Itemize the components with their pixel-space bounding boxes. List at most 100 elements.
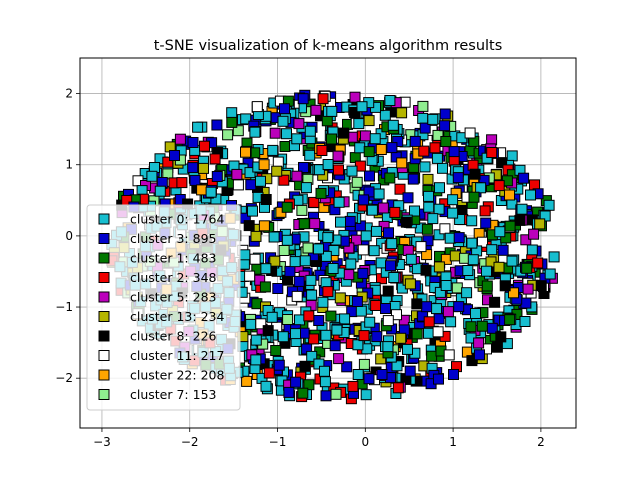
legend-marker — [98, 330, 110, 342]
data-point — [327, 263, 339, 274]
data-point — [308, 196, 320, 208]
data-point — [325, 310, 337, 322]
data-point — [330, 388, 342, 400]
data-point — [358, 358, 370, 370]
data-point — [383, 227, 394, 239]
data-point — [391, 360, 403, 372]
data-point — [466, 355, 478, 367]
data-point — [297, 387, 309, 399]
data-point — [270, 345, 282, 356]
data-point — [504, 189, 515, 201]
legend-marker — [98, 272, 110, 283]
data-point — [443, 349, 455, 361]
data-point — [282, 314, 294, 325]
x-tick-label: −2 — [181, 435, 199, 449]
data-point — [334, 292, 346, 304]
data-point — [322, 232, 334, 244]
data-point — [477, 236, 488, 248]
data-point — [376, 369, 388, 380]
legend-label: cluster 5: 283 — [130, 290, 216, 305]
data-point — [300, 182, 312, 194]
data-point — [353, 118, 365, 130]
data-point — [434, 182, 445, 194]
data-point — [251, 101, 263, 113]
data-point — [320, 390, 332, 402]
data-point — [315, 187, 327, 199]
data-point — [407, 173, 419, 185]
data-point — [174, 133, 186, 145]
data-point — [263, 367, 275, 379]
data-point — [423, 327, 434, 339]
data-point — [506, 150, 518, 162]
data-point — [371, 225, 382, 237]
data-point — [231, 168, 243, 180]
data-point — [476, 320, 488, 332]
data-point — [241, 375, 253, 387]
data-point — [299, 360, 311, 372]
data-point — [400, 216, 412, 228]
data-point — [369, 133, 381, 145]
data-point — [366, 204, 378, 216]
data-point — [433, 229, 445, 241]
data-point — [519, 316, 531, 327]
data-point — [426, 350, 438, 362]
data-point — [154, 185, 166, 197]
y-tick-label: 2 — [65, 87, 73, 101]
data-point — [494, 226, 506, 238]
legend-label: cluster 22: 208 — [130, 368, 224, 383]
data-point — [232, 125, 244, 137]
data-point — [373, 188, 385, 200]
data-point — [244, 167, 256, 179]
data-point — [386, 238, 398, 250]
data-point — [433, 373, 444, 385]
legend: cluster 0: 1764 cluster 3: 895 cluster 1: … — [86, 204, 241, 411]
data-point — [363, 115, 375, 127]
data-point — [465, 321, 477, 333]
data-point — [453, 301, 465, 313]
data-point — [357, 267, 369, 279]
data-point — [466, 215, 478, 227]
data-point — [273, 359, 285, 371]
data-point — [271, 165, 283, 177]
data-point — [329, 340, 341, 352]
data-point — [272, 283, 284, 294]
data-point — [486, 134, 498, 146]
data-point — [304, 149, 316, 161]
data-point — [310, 104, 322, 116]
data-point — [278, 245, 290, 256]
data-point — [481, 265, 492, 277]
data-point — [260, 194, 272, 205]
data-point — [338, 127, 350, 139]
data-point — [363, 146, 375, 158]
data-point — [543, 199, 555, 211]
data-point — [226, 107, 238, 119]
data-point — [293, 275, 305, 287]
plot-area-frame — [79, 57, 577, 429]
data-point — [352, 369, 364, 380]
data-point — [322, 286, 334, 298]
data-point — [284, 265, 296, 277]
data-point — [422, 173, 434, 185]
data-point — [277, 331, 289, 343]
data-point — [535, 280, 547, 292]
data-point — [360, 389, 372, 401]
data-point — [508, 287, 519, 299]
data-point — [371, 331, 383, 343]
data-point — [452, 172, 464, 184]
data-point — [526, 244, 538, 256]
legend-marker — [98, 252, 110, 264]
data-point — [240, 146, 251, 158]
data-point — [244, 270, 256, 282]
data-point — [422, 235, 434, 247]
data-point — [495, 331, 507, 343]
data-point — [404, 365, 416, 377]
data-point — [364, 170, 375, 182]
data-point — [396, 107, 408, 119]
data-point — [189, 174, 201, 186]
legend-label: cluster 3: 895 — [130, 231, 216, 246]
data-point — [305, 274, 317, 286]
legend-box — [86, 204, 241, 411]
data-point — [521, 262, 533, 274]
data-point — [187, 137, 199, 148]
